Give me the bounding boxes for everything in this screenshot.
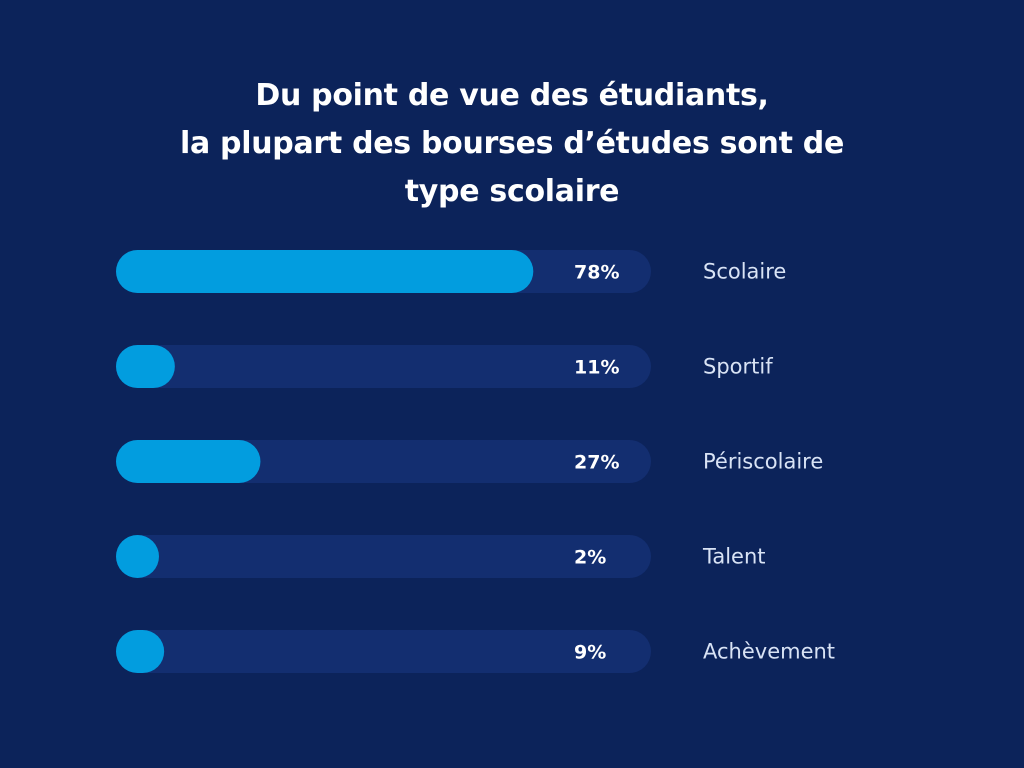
value-label-scolaire: 78% [574, 262, 619, 284]
chart-title-line-2: la plupart des bourses d’études sont de [179, 126, 845, 161]
bar-row-periscolaire: 27% Périscolaire [116, 440, 823, 483]
bar-track-sportif [116, 345, 651, 388]
bar-sportif [116, 345, 175, 388]
bar-row-talent: 2% Talent [116, 535, 766, 578]
category-label-achevement: Achèvement [703, 640, 835, 664]
value-label-achevement: 9% [574, 642, 606, 664]
bar-scolaire [116, 250, 534, 293]
value-label-talent: 2% [574, 547, 606, 569]
category-label-scolaire: Scolaire [703, 260, 786, 284]
category-label-talent: Talent [702, 545, 766, 569]
bar-track-achevement [116, 630, 651, 673]
bar-track-talent [116, 535, 651, 578]
bar-row-sportif: 11% Sportif [116, 345, 773, 388]
value-label-periscolaire: 27% [574, 452, 619, 474]
bar-row-scolaire: 78% Scolaire [116, 250, 786, 293]
bar-row-achevement: 9% Achèvement [116, 630, 835, 673]
bar-talent [116, 535, 159, 578]
bar-periscolaire [116, 440, 261, 483]
chart-title-line-1: Du point de vue des étudiants, [255, 78, 769, 113]
value-label-sportif: 11% [574, 357, 619, 379]
category-label-periscolaire: Périscolaire [703, 450, 823, 474]
category-label-sportif: Sportif [703, 355, 773, 379]
chart-title-line-3: type scolaire [404, 174, 620, 209]
bar-achevement [116, 630, 165, 673]
chart-title: Du point de vue des étudiants, la plupar… [140, 72, 884, 216]
